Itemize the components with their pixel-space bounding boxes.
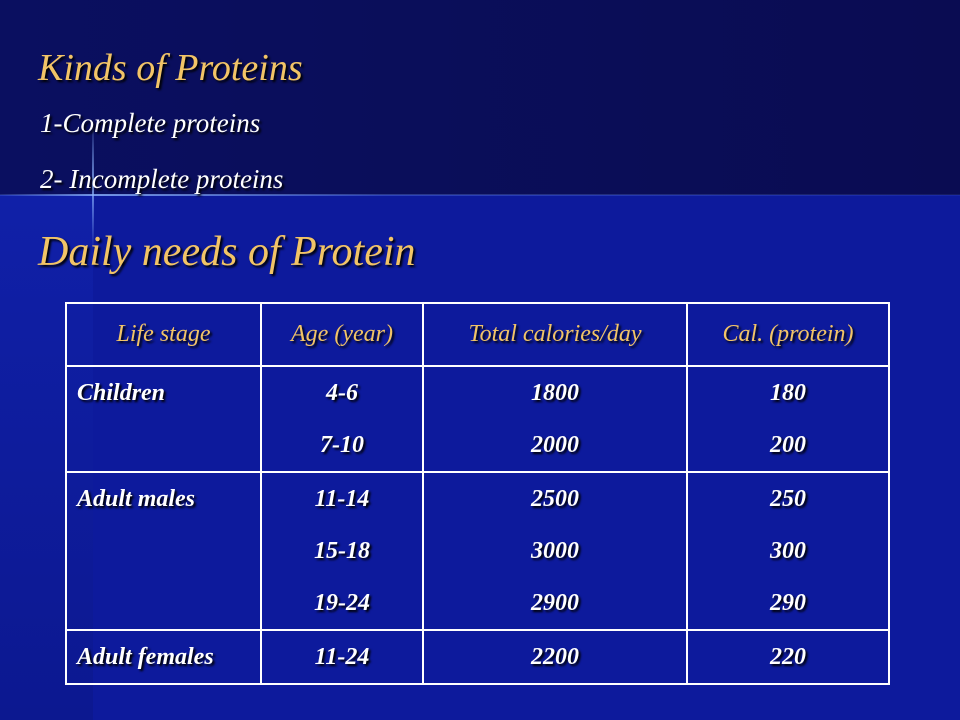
cell-text: 19-24	[314, 590, 370, 616]
decor-line	[92, 120, 94, 250]
cell: 2200	[422, 629, 688, 685]
background-top	[0, 0, 960, 195]
cell-text: 2200	[531, 644, 579, 670]
cell: 180 200	[686, 365, 890, 473]
header-cell: Life stage	[65, 302, 262, 367]
cell-text: Adult females	[77, 644, 214, 670]
header-cell: Age (year)	[260, 302, 424, 367]
cell: 2500 3000 2900	[422, 471, 688, 631]
cell: 220	[686, 629, 890, 685]
cell: 11-14 15-18 19-24	[260, 471, 424, 631]
row: Children 4-6 7-10 1800 2000 180 200	[65, 365, 890, 473]
cell-text: 2500	[531, 486, 579, 512]
cell-text: Adult males	[77, 486, 196, 512]
cell-text: 4-6	[326, 380, 358, 406]
cell-text: 2000	[531, 432, 579, 458]
title: Kinds of Proteins	[38, 47, 303, 89]
subtitle: Daily needs of Protein	[38, 229, 416, 275]
cell: Children	[65, 365, 262, 473]
cell-text: Children	[77, 380, 166, 406]
table: Life stage Age (year) Total calories/day Ca…	[65, 302, 890, 685]
row: Adult females 11-24 2200 220	[65, 629, 890, 685]
header-row: Life stage Age (year) Total calories/day Ca…	[65, 302, 890, 367]
row: Adult males 11-14 15-18 19-24 2500 3000 2900 25…	[65, 471, 890, 631]
cell: 1800 2000	[422, 365, 688, 473]
header-cell: Cal. (protein)	[686, 302, 890, 367]
cell-text: 7-10	[320, 432, 364, 458]
cell-text: 250	[770, 486, 806, 512]
cell-text: 290	[770, 590, 806, 616]
cell-text: 180	[770, 380, 806, 406]
cell: Adult males	[65, 471, 262, 631]
cell-text: 220	[770, 644, 806, 670]
cell: Adult females	[65, 629, 262, 685]
cell-text: 11-24	[314, 644, 370, 670]
list-item: 2- Incomplete proteins	[40, 164, 284, 194]
decor-line	[0, 194, 960, 196]
cell-text: 1800	[531, 380, 579, 406]
cell: 11-24	[260, 629, 424, 685]
cell: 250 300 290	[686, 471, 890, 631]
header-cell: Total calories/day	[422, 302, 688, 367]
list-item: 1-Complete proteins	[40, 108, 261, 138]
cell-text: 11-14	[314, 486, 370, 512]
cell-text: 200	[770, 432, 806, 458]
cell-text: 2900	[531, 590, 579, 616]
cell: 4-6 7-10	[260, 365, 424, 473]
cell-text: 3000	[531, 538, 579, 564]
cell-text: 15-18	[314, 538, 370, 564]
cell-text: 300	[770, 538, 806, 564]
